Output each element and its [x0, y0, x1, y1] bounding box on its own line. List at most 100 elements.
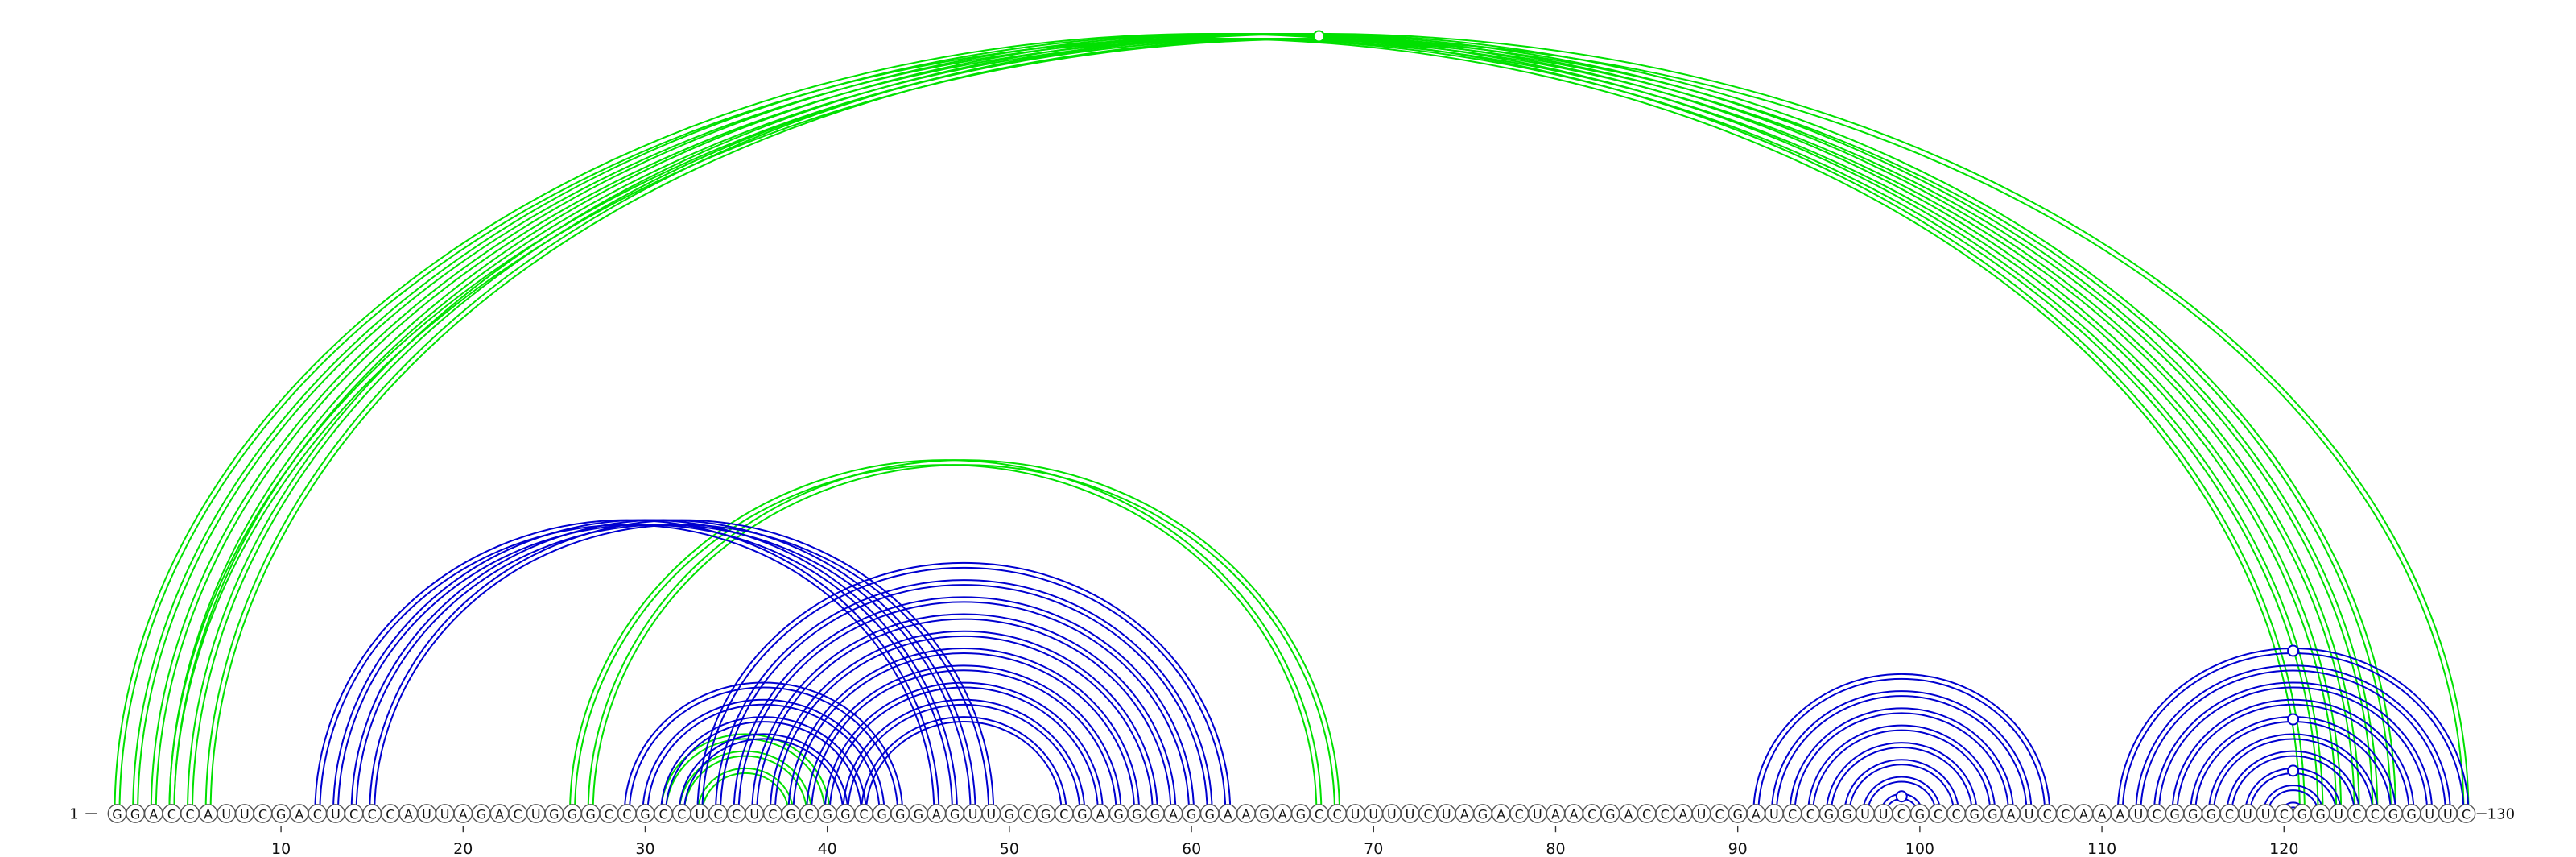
- nucleotide-22-letter: A: [495, 807, 504, 822]
- nucleotide-118-letter: U: [2243, 807, 2252, 822]
- nucleotide-10-letter: G: [276, 807, 286, 822]
- pair-arc-93-105-outer: [1789, 707, 2014, 814]
- nucleotide-13-letter: U: [331, 807, 341, 822]
- pair-arc-27-68-inner: [592, 464, 1336, 814]
- pair-arc-94-104-outer: [1807, 724, 1996, 814]
- nucleotide-27-letter: G: [585, 807, 595, 822]
- nucleotide-94-letter: C: [1806, 807, 1815, 822]
- pair-arc-37-58-inner: [774, 635, 1154, 814]
- nucleotide-124-letter: C: [2352, 807, 2361, 822]
- nucleotide-76-letter: G: [1478, 807, 1488, 822]
- tick-label-60: 60: [1182, 840, 1201, 857]
- nucleotide-69-letter: U: [1351, 807, 1360, 822]
- nucleotide-33-letter: U: [695, 807, 704, 822]
- nucleotide-86-letter: C: [1661, 807, 1670, 822]
- nucleotide-83-letter: G: [1605, 807, 1615, 822]
- pair-arc-2-122-inner: [137, 38, 2319, 814]
- pair-arc-41-54-outer: [842, 698, 1086, 814]
- nucleotide-125-letter: C: [2371, 807, 2380, 822]
- pair-arc-4-124-outer: [168, 33, 2360, 814]
- nucleotide-79-letter: U: [1533, 807, 1542, 822]
- nucleotide-109-letter: A: [2079, 807, 2088, 822]
- nucleotide-47-letter: G: [950, 807, 960, 822]
- nucleotide-30-letter: G: [640, 807, 650, 822]
- pair-arc-113-128-outer: [2153, 681, 2434, 814]
- nucleotide-25-letter: G: [549, 807, 559, 822]
- pair-arc-27-68-outer: [587, 459, 1341, 814]
- nucleotide-91-letter: A: [1752, 807, 1761, 822]
- nucleotide-52-letter: G: [1041, 807, 1051, 822]
- axis-layer: 10 20 30 40 50 60 70 80 90 100 110 120: [271, 826, 2298, 857]
- pair-arc-112-129-inner: [2140, 669, 2446, 814]
- nucleotide-90-letter: G: [1732, 807, 1742, 822]
- nucleotide-28-letter: C: [605, 807, 613, 822]
- nucleotide-7-letter: U: [221, 807, 231, 822]
- nucleotide-89-letter: C: [1715, 807, 1724, 822]
- nucleotide-6-letter: A: [204, 807, 213, 822]
- pair-arc-92-106-outer: [1770, 690, 2033, 814]
- nucleotide-44-letter: G: [895, 807, 905, 822]
- nucleotide-3-letter: A: [149, 807, 158, 822]
- nucleotide-1-letter: G: [112, 807, 122, 822]
- nucleotide-112-letter: U: [2133, 807, 2143, 822]
- nucleotide-53-letter: C: [1059, 807, 1068, 822]
- pair-arc-32-39-inner: [683, 755, 808, 814]
- nucleotide-15-letter: C: [368, 807, 377, 822]
- pair-arc-96-102-outer: [1843, 759, 1960, 814]
- nucleotide-46-letter: A: [932, 807, 941, 822]
- nucleotide-115-letter: G: [2188, 807, 2198, 822]
- pair-arc-35-60-outer: [733, 596, 1195, 814]
- nucleotide-17-letter: A: [404, 807, 413, 822]
- nucleotide-36-letter: U: [749, 807, 759, 822]
- nucleotide-66-letter: G: [1296, 807, 1306, 822]
- nucleotide-41-letter: G: [840, 807, 850, 822]
- pair-arc-13-47-outer: [332, 519, 959, 814]
- nucleotide-56-letter: G: [1113, 807, 1123, 822]
- nucleotide-121-letter: G: [2297, 807, 2307, 822]
- nucleotide-99-letter: C: [1897, 807, 1906, 822]
- nucleotide-51-letter: C: [1023, 807, 1032, 822]
- nucleotide-105-letter: A: [2007, 807, 2016, 822]
- pair-arc-36-59-inner: [756, 618, 1172, 814]
- nucleotide-21-letter: G: [477, 807, 486, 822]
- nucleotide-45-letter: G: [914, 807, 923, 822]
- pair-arc-5-125-outer: [186, 33, 2379, 814]
- pair-arc-93-105-inner: [1794, 712, 2009, 814]
- nucleotide-117-letter: C: [2225, 807, 2234, 822]
- nucleotide-98-letter: U: [1879, 807, 1889, 822]
- pair-arc-39-56-inner: [811, 669, 1117, 814]
- nucleotide-111-letter: A: [2116, 807, 2124, 822]
- nucleotide-50-letter: G: [1005, 807, 1014, 822]
- nucleotide-55-letter: A: [1096, 807, 1105, 822]
- nucleotide-81-letter: A: [1570, 807, 1579, 822]
- nucleotide-19-letter: U: [440, 807, 450, 822]
- nucleotide-38-letter: G: [786, 807, 795, 822]
- pair-arc-4-124-inner: [173, 38, 2355, 814]
- nucleotide-67-letter: C: [1315, 807, 1323, 822]
- pair-arc-36-59-outer: [751, 613, 1177, 814]
- tick-label-100: 100: [1905, 840, 1934, 857]
- tick-label-50: 50: [1000, 840, 1019, 857]
- pair-arc-2-122-outer: [132, 33, 2324, 814]
- nucleotide-93-letter: C: [1788, 807, 1797, 822]
- nucleotide-61-letter: G: [1204, 807, 1214, 822]
- nucleotide-103-letter: G: [1970, 807, 1979, 822]
- nucleotide-42-letter: C: [859, 807, 868, 822]
- pair-arc-119-122-inner: [2267, 789, 2319, 814]
- tick-label-90: 90: [1728, 840, 1748, 857]
- nucleotide-82-letter: C: [1587, 807, 1596, 822]
- pair-arc-38-57-outer: [787, 648, 1141, 814]
- nucleotide-14-letter: C: [349, 807, 358, 822]
- nucleotide-11-letter: A: [295, 807, 303, 822]
- nucleotide-120-letter: C: [2280, 807, 2289, 822]
- pair-arc-40-55-outer: [824, 681, 1104, 814]
- pair-arc-97-101-inner: [1867, 780, 1937, 814]
- pair-arc-114-127-inner: [2176, 703, 2410, 814]
- nucleotide-95-letter: G: [1824, 807, 1834, 822]
- start-position-label: 1: [69, 806, 78, 823]
- nucleotide-87-letter: A: [1678, 807, 1687, 822]
- nucleotide-80-letter: A: [1551, 807, 1560, 822]
- pair-arc-95-103-outer: [1825, 742, 1978, 814]
- nucleotide-84-letter: A: [1624, 807, 1633, 822]
- nucleotide-113-letter: C: [2152, 807, 2161, 822]
